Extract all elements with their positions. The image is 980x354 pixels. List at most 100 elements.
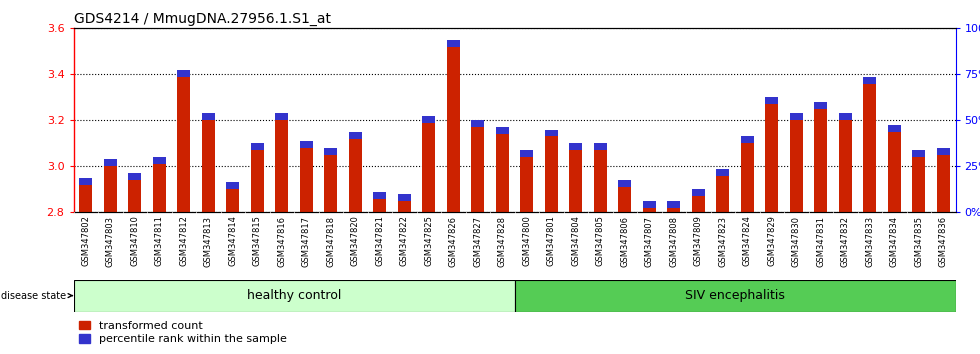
Text: GSM347829: GSM347829 xyxy=(767,216,776,267)
Bar xyxy=(324,155,337,212)
Bar xyxy=(667,201,680,208)
Text: GSM347802: GSM347802 xyxy=(81,216,90,267)
Bar xyxy=(741,137,754,143)
Text: disease state: disease state xyxy=(1,291,73,301)
Bar xyxy=(177,70,190,77)
Bar xyxy=(569,150,582,212)
Bar xyxy=(520,157,533,212)
Text: GDS4214 / MmugDNA.27956.1.S1_at: GDS4214 / MmugDNA.27956.1.S1_at xyxy=(74,12,330,26)
Bar xyxy=(275,120,288,212)
Text: GSM347806: GSM347806 xyxy=(620,216,629,267)
Text: GSM347809: GSM347809 xyxy=(694,216,703,267)
Bar xyxy=(765,104,778,212)
Bar xyxy=(692,189,705,196)
Bar xyxy=(251,150,264,212)
Bar xyxy=(447,40,460,47)
Bar xyxy=(398,201,411,212)
Bar xyxy=(520,150,533,157)
Text: GSM347836: GSM347836 xyxy=(939,216,948,267)
Bar xyxy=(765,97,778,104)
Text: GSM347808: GSM347808 xyxy=(669,216,678,267)
Text: GSM347800: GSM347800 xyxy=(522,216,531,267)
Text: GSM347813: GSM347813 xyxy=(204,216,213,267)
Bar xyxy=(937,148,950,155)
Bar xyxy=(202,120,215,212)
Legend: transformed count, percentile rank within the sample: transformed count, percentile rank withi… xyxy=(79,321,287,344)
Text: GSM347821: GSM347821 xyxy=(375,216,384,267)
Bar xyxy=(545,137,558,212)
Text: GSM347812: GSM347812 xyxy=(179,216,188,267)
Text: GSM347807: GSM347807 xyxy=(645,216,654,267)
Bar xyxy=(814,109,827,212)
Bar xyxy=(226,183,239,189)
Text: GSM347811: GSM347811 xyxy=(155,216,164,267)
Bar xyxy=(888,132,901,212)
Bar xyxy=(202,114,215,120)
Bar xyxy=(349,132,362,139)
Text: GSM347803: GSM347803 xyxy=(106,216,115,267)
Bar xyxy=(104,160,117,166)
Bar xyxy=(618,180,631,187)
Bar xyxy=(545,130,558,137)
Bar xyxy=(373,192,386,199)
Text: GSM347814: GSM347814 xyxy=(228,216,237,267)
Text: GSM347832: GSM347832 xyxy=(841,216,850,267)
Bar xyxy=(153,164,166,212)
Bar xyxy=(275,114,288,120)
Bar xyxy=(839,114,852,120)
Bar xyxy=(251,143,264,150)
Bar xyxy=(937,155,950,212)
Bar xyxy=(177,77,190,212)
Bar xyxy=(912,150,925,157)
Bar xyxy=(716,176,729,212)
Bar xyxy=(814,102,827,109)
Text: GSM347804: GSM347804 xyxy=(571,216,580,267)
Text: GSM347833: GSM347833 xyxy=(865,216,874,267)
Bar xyxy=(422,116,435,123)
Bar xyxy=(447,47,460,212)
Text: GSM347824: GSM347824 xyxy=(743,216,752,267)
FancyBboxPatch shape xyxy=(514,280,956,312)
Bar xyxy=(471,120,484,127)
Bar xyxy=(349,139,362,212)
Bar xyxy=(300,141,313,148)
Bar xyxy=(667,208,680,212)
Text: GSM347835: GSM347835 xyxy=(914,216,923,267)
Text: GSM347828: GSM347828 xyxy=(498,216,507,267)
Text: GSM347801: GSM347801 xyxy=(547,216,556,267)
Bar xyxy=(839,120,852,212)
Bar xyxy=(643,201,656,208)
Bar xyxy=(888,125,901,132)
Bar xyxy=(643,208,656,212)
Bar xyxy=(716,169,729,176)
Bar xyxy=(471,127,484,212)
Bar xyxy=(618,187,631,212)
Text: GSM347820: GSM347820 xyxy=(351,216,360,267)
Bar xyxy=(790,120,803,212)
Text: GSM347810: GSM347810 xyxy=(130,216,139,267)
Bar xyxy=(128,180,141,212)
Bar xyxy=(324,148,337,155)
Bar xyxy=(104,166,117,212)
Bar xyxy=(594,150,607,212)
Text: healthy control: healthy control xyxy=(247,289,341,302)
Text: GSM347827: GSM347827 xyxy=(473,216,482,267)
Bar xyxy=(398,194,411,201)
Text: GSM347831: GSM347831 xyxy=(816,216,825,267)
Text: GSM347823: GSM347823 xyxy=(718,216,727,267)
Text: GSM347818: GSM347818 xyxy=(326,216,335,267)
Bar xyxy=(741,143,754,212)
Bar xyxy=(496,127,509,134)
Bar xyxy=(863,77,876,84)
Text: GSM347816: GSM347816 xyxy=(277,216,286,267)
Text: GSM347815: GSM347815 xyxy=(253,216,262,267)
Bar xyxy=(300,148,313,212)
FancyBboxPatch shape xyxy=(74,280,514,312)
Text: GSM347817: GSM347817 xyxy=(302,216,311,267)
Text: GSM347834: GSM347834 xyxy=(890,216,899,267)
Bar xyxy=(496,134,509,212)
Text: GSM347826: GSM347826 xyxy=(449,216,458,267)
Bar xyxy=(79,178,92,185)
Bar xyxy=(569,143,582,150)
Text: GSM347822: GSM347822 xyxy=(400,216,409,267)
